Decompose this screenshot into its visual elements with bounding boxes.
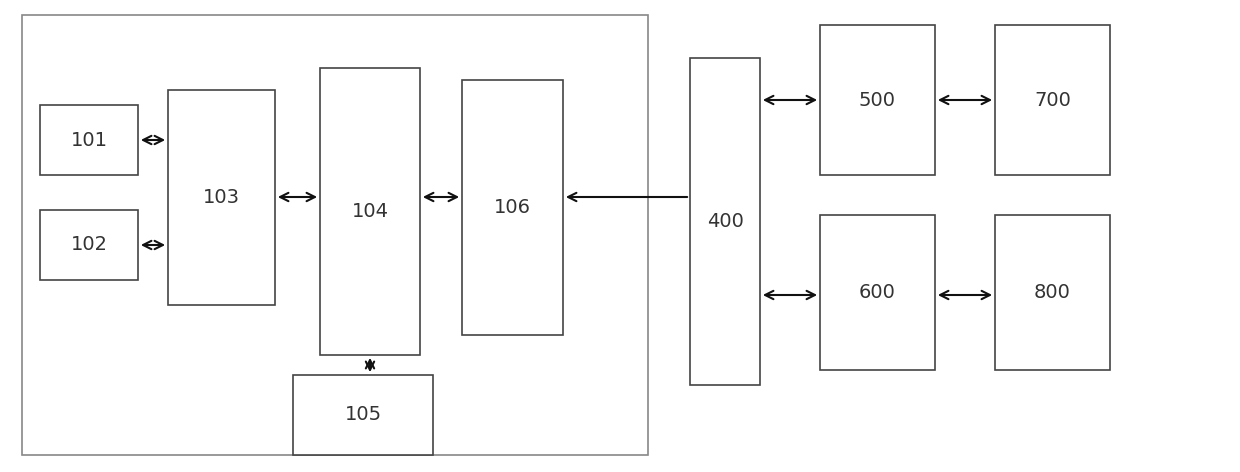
Text: 500: 500	[859, 91, 897, 110]
Text: 103: 103	[203, 188, 241, 207]
Text: 101: 101	[71, 130, 108, 150]
Text: 104: 104	[351, 202, 388, 221]
Bar	[167, 90, 275, 305]
Bar	[689, 58, 760, 385]
Bar	[320, 68, 420, 355]
Bar	[40, 105, 138, 175]
Text: 700: 700	[1034, 91, 1071, 110]
Text: 800: 800	[1034, 283, 1071, 302]
Bar	[994, 215, 1110, 370]
Text: 102: 102	[71, 236, 108, 254]
Bar	[994, 25, 1110, 175]
Text: 106: 106	[494, 198, 531, 217]
Bar	[820, 25, 935, 175]
Text: 400: 400	[707, 212, 744, 231]
Bar	[22, 15, 649, 455]
Bar	[40, 210, 138, 280]
Bar	[463, 80, 563, 335]
Bar	[293, 375, 433, 455]
Text: 600: 600	[859, 283, 897, 302]
Text: 105: 105	[345, 405, 382, 424]
Bar	[820, 215, 935, 370]
